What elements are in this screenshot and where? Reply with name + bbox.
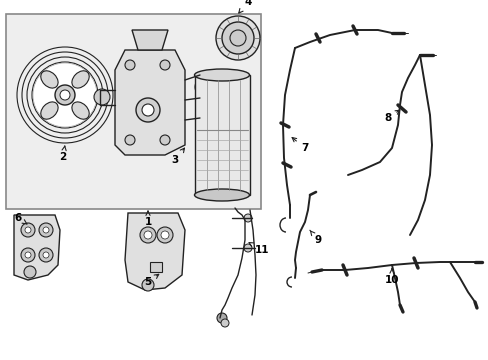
- Circle shape: [217, 313, 226, 323]
- Circle shape: [39, 223, 53, 237]
- Circle shape: [216, 16, 260, 60]
- Circle shape: [221, 319, 228, 327]
- Circle shape: [157, 227, 173, 243]
- Polygon shape: [115, 50, 184, 155]
- Circle shape: [21, 223, 35, 237]
- Circle shape: [43, 252, 49, 258]
- Circle shape: [55, 85, 75, 105]
- Text: 1: 1: [144, 211, 151, 227]
- Circle shape: [60, 90, 70, 100]
- Circle shape: [125, 135, 135, 145]
- Circle shape: [24, 266, 36, 278]
- Polygon shape: [150, 262, 162, 272]
- Text: 3: 3: [171, 148, 184, 165]
- Circle shape: [229, 30, 245, 46]
- Text: 9: 9: [309, 230, 321, 245]
- Text: 8: 8: [384, 110, 399, 123]
- Text: 10: 10: [384, 269, 398, 285]
- Text: 6: 6: [14, 213, 27, 224]
- Circle shape: [125, 60, 135, 70]
- Ellipse shape: [194, 189, 249, 201]
- Circle shape: [140, 227, 156, 243]
- Circle shape: [142, 279, 154, 291]
- Ellipse shape: [41, 71, 58, 88]
- Circle shape: [25, 227, 31, 233]
- Circle shape: [160, 135, 170, 145]
- Ellipse shape: [194, 69, 249, 81]
- Text: 2: 2: [59, 146, 66, 162]
- Circle shape: [25, 252, 31, 258]
- Circle shape: [195, 77, 215, 97]
- Circle shape: [39, 248, 53, 262]
- Bar: [6, 14, 261, 209]
- Ellipse shape: [72, 102, 89, 119]
- Circle shape: [136, 98, 160, 122]
- Polygon shape: [195, 75, 249, 195]
- Text: 11: 11: [248, 243, 269, 255]
- Circle shape: [244, 214, 251, 222]
- Circle shape: [43, 227, 49, 233]
- Text: 5: 5: [144, 274, 159, 287]
- Circle shape: [94, 89, 110, 105]
- Circle shape: [161, 231, 169, 239]
- Circle shape: [200, 82, 209, 92]
- Circle shape: [142, 104, 154, 116]
- Ellipse shape: [72, 71, 89, 88]
- Circle shape: [143, 231, 152, 239]
- Polygon shape: [125, 213, 184, 290]
- Circle shape: [222, 22, 253, 54]
- Ellipse shape: [41, 102, 58, 119]
- Text: 4: 4: [238, 0, 251, 13]
- Circle shape: [160, 60, 170, 70]
- Polygon shape: [132, 30, 168, 50]
- Polygon shape: [14, 215, 60, 280]
- Text: 7: 7: [291, 138, 308, 153]
- Circle shape: [33, 63, 97, 127]
- Circle shape: [244, 244, 251, 252]
- Circle shape: [21, 248, 35, 262]
